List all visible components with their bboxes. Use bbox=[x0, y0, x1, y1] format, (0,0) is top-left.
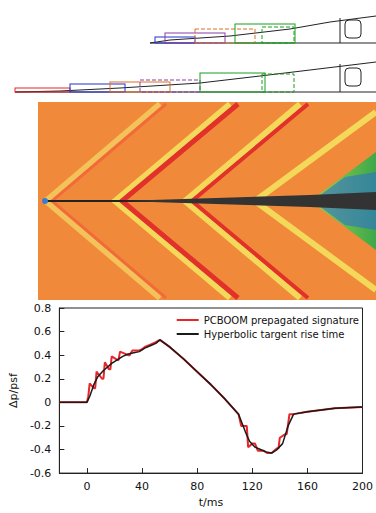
svg-text:0.2: 0.2 bbox=[34, 372, 52, 385]
svg-text:PCBOOM prepagated signature: PCBOOM prepagated signature bbox=[204, 315, 359, 326]
svg-text:Δp/psf: Δp/psf bbox=[7, 372, 20, 408]
svg-text:40: 40 bbox=[135, 480, 149, 493]
svg-text:0.8: 0.8 bbox=[34, 302, 52, 315]
svg-text:-0.6: -0.6 bbox=[30, 467, 51, 480]
svg-text:t/ms: t/ms bbox=[199, 496, 224, 509]
svg-text:Hyperbolic targent rise time: Hyperbolic targent rise time bbox=[204, 329, 345, 340]
svg-text:0.4: 0.4 bbox=[34, 349, 52, 362]
svg-text:160: 160 bbox=[297, 480, 318, 493]
svg-text:-0.4: -0.4 bbox=[30, 443, 51, 456]
svg-text:200: 200 bbox=[352, 480, 373, 493]
svg-text:0.6: 0.6 bbox=[34, 325, 52, 338]
svg-text:0: 0 bbox=[83, 480, 90, 493]
svg-text:0: 0 bbox=[44, 396, 51, 409]
svg-text:120: 120 bbox=[242, 480, 263, 493]
svg-text:80: 80 bbox=[190, 480, 204, 493]
svg-text:-0.2: -0.2 bbox=[30, 419, 51, 432]
